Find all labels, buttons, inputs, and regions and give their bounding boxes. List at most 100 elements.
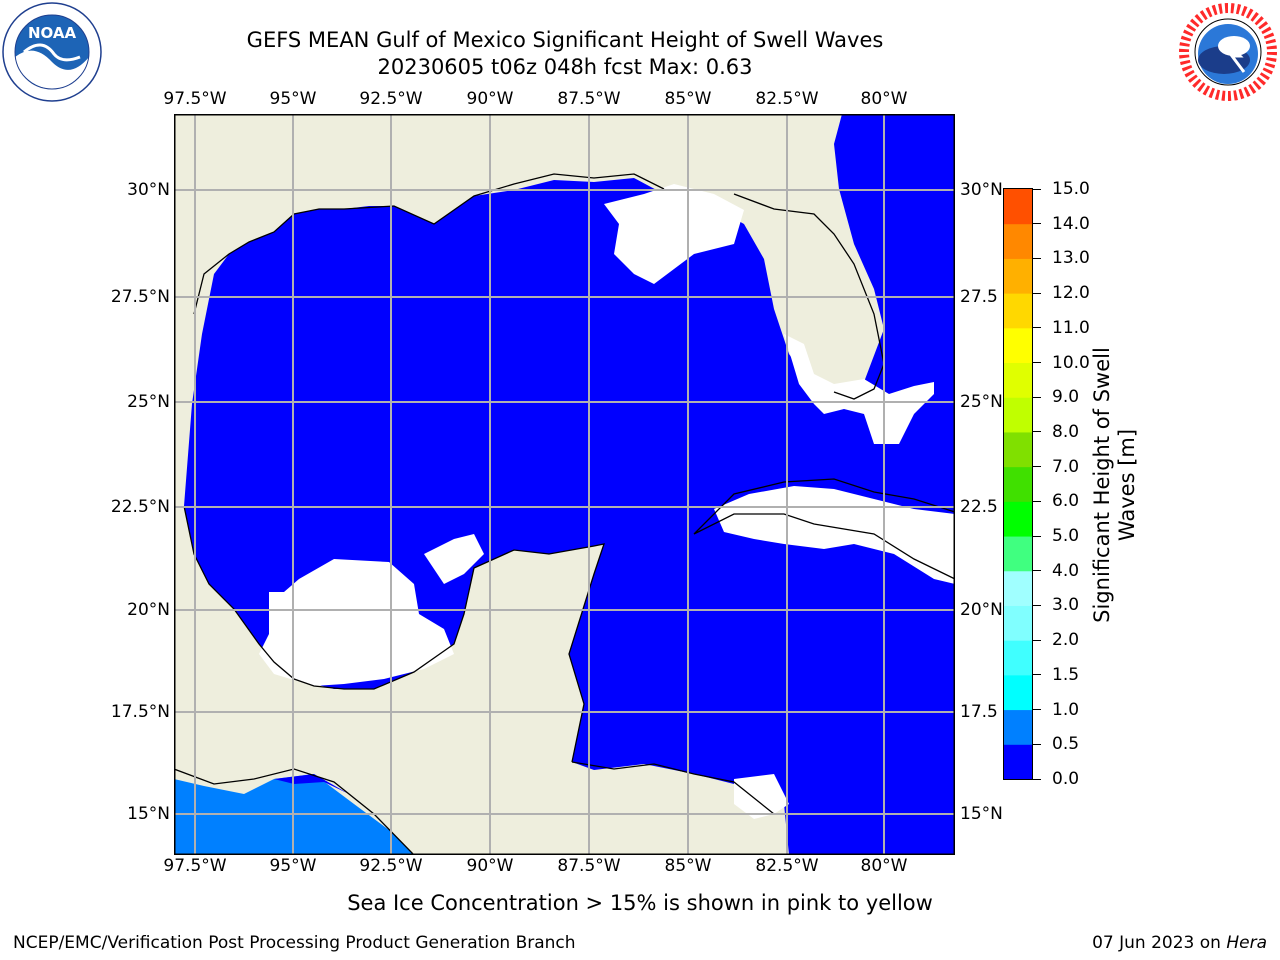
colorbar-tick-mark xyxy=(1033,466,1041,468)
lon-label-bottom: 90°W xyxy=(466,856,514,876)
colorbar-tick-label: 1.0 xyxy=(1052,699,1080,720)
footer-left: NCEP/EMC/Verification Post Processing Pr… xyxy=(13,933,576,953)
lon-label-bottom: 95°W xyxy=(269,856,317,876)
colorbar-bin xyxy=(1004,536,1032,572)
footer-date: 07 Jun 2023 on xyxy=(1092,933,1227,953)
lat-label-right: 25°N xyxy=(960,392,1003,412)
colorbar-bin xyxy=(1004,362,1032,398)
lon-label-top: 87.5°W xyxy=(557,89,621,109)
colorbar-bin xyxy=(1004,223,1032,259)
colorbar-tick-label: 11.0 xyxy=(1052,317,1090,338)
lat-label-left: 20°N xyxy=(127,600,170,620)
lon-label-bottom: 92.5°W xyxy=(359,856,423,876)
colorbar-bin xyxy=(1004,397,1032,433)
colorbar-tick-label: 0.0 xyxy=(1052,769,1080,789)
colorbar-bin xyxy=(1004,605,1032,641)
lon-label-top: 95°W xyxy=(269,89,317,109)
lon-label-bottom: 87.5°W xyxy=(557,856,621,876)
map-canvas xyxy=(173,114,956,856)
colorbar-tick-mark xyxy=(1033,500,1041,502)
florida-coastline xyxy=(733,193,885,400)
noaa-logo: NOAA xyxy=(2,2,102,102)
colorbar-label: Significant Height of Swell Waves [m] xyxy=(1090,347,1139,623)
lat-label-left: 25°N xyxy=(127,392,170,412)
colorbar-bin xyxy=(1004,640,1032,676)
colorbar-bin xyxy=(1004,744,1032,780)
colorbar-tick-mark xyxy=(1033,639,1041,641)
colorbar-bin xyxy=(1004,501,1032,537)
colorbar-tick-label: 14.0 xyxy=(1052,213,1090,234)
colorbar-tick-mark xyxy=(1033,188,1041,190)
colorbar-tick-label: 15.0 xyxy=(1052,179,1090,199)
colorbar-bin xyxy=(1004,258,1032,294)
colorbar-tick-mark xyxy=(1033,674,1041,676)
lon-label-bottom: 85°W xyxy=(664,856,712,876)
colorbar-bin xyxy=(1004,674,1032,711)
lat-label-right: 27.5 xyxy=(960,287,998,307)
lat-label-right: 22.5 xyxy=(960,497,998,517)
colorbar-bin xyxy=(1004,189,1032,225)
lat-label-left: 27.5°N xyxy=(110,287,170,307)
colorbar-tick-label: 8.0 xyxy=(1052,421,1080,442)
colorbar-bin xyxy=(1004,293,1032,329)
no-data-west-florida-shelf xyxy=(604,184,744,284)
colorbar-tick-label: 2.0 xyxy=(1052,630,1080,651)
colorbar-tick-label: 3.0 xyxy=(1052,595,1080,616)
lon-label-top: 80°W xyxy=(860,89,908,109)
lat-label-right: 17.5 xyxy=(960,702,998,722)
cuba-coastline xyxy=(693,478,956,580)
lat-label-left: 17.5°N xyxy=(110,702,170,722)
colorbar-tick-mark xyxy=(1033,535,1041,537)
colorbar-tick-label: 5.0 xyxy=(1052,526,1080,547)
lon-label-bottom: 80°W xyxy=(860,856,908,876)
lat-label-left: 30°N xyxy=(127,180,170,200)
lon-label-top: 82.5°W xyxy=(755,89,819,109)
no-data-florida-keys xyxy=(784,334,934,444)
no-data-bay-of-campeche xyxy=(259,559,454,686)
colorbar-bin xyxy=(1004,431,1032,468)
colorbar-tick-mark xyxy=(1033,257,1041,259)
chart-title: GEFS MEAN Gulf of Mexico Significant Hei… xyxy=(246,28,884,52)
lat-label-left: 15°N xyxy=(127,804,170,824)
no-data-cuba-north xyxy=(714,486,955,584)
map-graticule xyxy=(174,114,955,855)
lat-label-right: 20°N xyxy=(960,600,1003,620)
lon-label-top: 90°W xyxy=(466,89,514,109)
colorbar-tick-label: 1.5 xyxy=(1052,664,1080,685)
colorbar-tick-mark xyxy=(1033,709,1041,711)
gulf-coast-coastline xyxy=(193,173,665,315)
lat-label-right: 30°N xyxy=(960,180,1003,200)
colorbar-tick-mark xyxy=(1033,570,1041,572)
mexico-coastline xyxy=(183,505,605,763)
map-frame xyxy=(174,114,955,855)
colorbar-bins xyxy=(1004,189,1032,780)
colorbar-tick-mark xyxy=(1033,292,1041,294)
map-panel xyxy=(173,114,956,856)
colorbar-tick-mark xyxy=(1033,396,1041,398)
lon-label-top: 92.5°W xyxy=(359,89,423,109)
lon-label-bottom: 97.5°W xyxy=(163,856,227,876)
colorbar-tick-mark xyxy=(1033,604,1041,606)
colorbar-tick-label: 6.0 xyxy=(1052,491,1080,512)
colorbar-bin xyxy=(1004,709,1032,745)
colorbar-tick-label: 0.5 xyxy=(1052,734,1080,755)
footer-host: Hera xyxy=(1226,933,1267,953)
colorbar-tick-label: 10.0 xyxy=(1052,352,1090,373)
lon-label-top: 97.5°W xyxy=(163,89,227,109)
colorbar-tick-mark xyxy=(1033,362,1041,364)
colorbar xyxy=(1003,188,1033,780)
colorbar-tick-mark xyxy=(1033,778,1041,780)
lon-label-bottom: 82.5°W xyxy=(755,856,819,876)
colorbar-tick-label: 9.0 xyxy=(1052,387,1080,408)
no-data-honduras-coast xyxy=(734,774,789,819)
sea-ice-note: Sea Ice Concentration > 15% is shown in … xyxy=(347,891,933,915)
no-data-yucatan-shelf xyxy=(424,534,484,584)
noaa-logo-text: NOAA xyxy=(28,24,77,42)
colorbar-tick-label: 13.0 xyxy=(1052,248,1090,269)
colorbar-tick-mark xyxy=(1033,223,1041,225)
colorbar-tick-mark xyxy=(1033,327,1041,329)
colorbar-bin xyxy=(1004,570,1032,606)
lat-label-right: 15°N xyxy=(960,804,1003,824)
lat-label-left: 22.5°N xyxy=(110,497,170,517)
colorbar-tick-mark xyxy=(1033,743,1041,745)
